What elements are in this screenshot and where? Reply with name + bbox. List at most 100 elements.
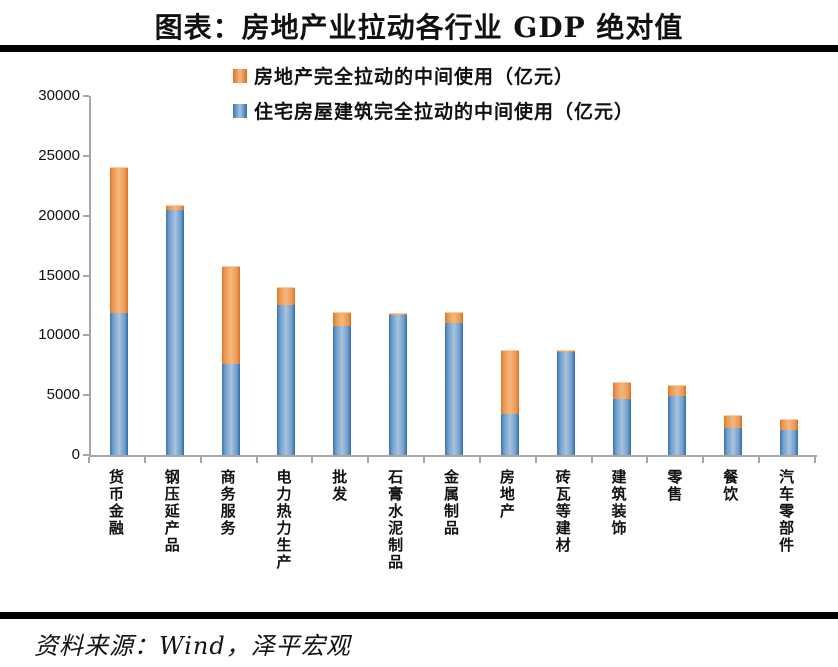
x-axis-category-label: 钢压延产品 bbox=[162, 469, 181, 554]
bar-group-9 bbox=[538, 96, 594, 455]
y-axis-tick-mark bbox=[83, 214, 89, 217]
x-axis-tick-mark bbox=[88, 457, 90, 463]
x-axis-category-label: 餐饮 bbox=[721, 469, 740, 503]
x-axis-category-label: 建筑装饰 bbox=[609, 469, 628, 537]
stacked-bar bbox=[612, 96, 631, 455]
residential-construction-segment bbox=[277, 305, 296, 455]
bar-group-1 bbox=[91, 96, 147, 455]
x-axis-tick-mark bbox=[702, 457, 705, 463]
stacked-bar bbox=[389, 96, 408, 455]
legend-item-residential-construction: 住宅房屋建筑完全拉动的中间使用（亿元） bbox=[233, 97, 634, 124]
stacked-bar bbox=[724, 96, 743, 455]
stacked-bar bbox=[780, 96, 799, 455]
y-axis-tick-label: 25000 bbox=[38, 146, 80, 164]
y-axis-tick-label: 5000 bbox=[46, 386, 80, 404]
y-axis-tick-label: 20000 bbox=[38, 206, 80, 224]
residential-construction-segment bbox=[109, 312, 128, 455]
y-axis-tick-label: 15000 bbox=[38, 266, 80, 284]
real-estate-segment bbox=[500, 349, 519, 415]
x-axis-tick-mark bbox=[478, 457, 481, 463]
x-axis-tick-mark bbox=[143, 457, 146, 463]
stacked-bar bbox=[444, 96, 463, 455]
stacked-bar bbox=[277, 96, 296, 455]
x-axis-category-label: 金属制品 bbox=[442, 469, 460, 537]
real-estate-segment bbox=[165, 205, 184, 210]
residential-construction-segment bbox=[389, 315, 408, 455]
y-axis-tick-label: 10000 bbox=[38, 326, 80, 344]
y-axis-tick-label: 30000 bbox=[38, 87, 80, 104]
bar-group-3 bbox=[203, 96, 259, 455]
x-axis-category-label: 石膏水泥制品 bbox=[386, 469, 405, 571]
x-axis-tick-mark bbox=[534, 457, 537, 463]
legend-label: 房地产完全拉动的中间使用（亿元） bbox=[254, 66, 575, 88]
x-axis-category-label: 汽车零部件 bbox=[777, 469, 796, 554]
real-estate-segment bbox=[668, 384, 687, 397]
y-axis-tick-label: 0 bbox=[71, 446, 80, 463]
orange-series-swatch-icon bbox=[233, 68, 247, 83]
y-axis-tick-mark bbox=[83, 154, 89, 157]
x-axis-category-label: 商务服务 bbox=[218, 469, 237, 537]
stacked-bar bbox=[165, 96, 184, 455]
stacked-bar bbox=[221, 96, 240, 455]
x-axis-category-label: 批发 bbox=[330, 469, 349, 503]
residential-construction-segment bbox=[724, 427, 743, 455]
bar-group-13 bbox=[761, 96, 817, 455]
real-estate-segment bbox=[333, 311, 352, 326]
y-axis-tick-mark bbox=[83, 454, 89, 456]
residential-construction-segment bbox=[612, 398, 631, 455]
real-estate-segment bbox=[556, 349, 575, 353]
y-axis-tick-mark bbox=[83, 95, 89, 97]
chart-legend: 房地产完全拉动的中间使用（亿元） 住宅房屋建筑完全拉动的中间使用（亿元） bbox=[233, 62, 634, 124]
x-axis-tick-mark bbox=[590, 457, 593, 463]
bar-group-5 bbox=[314, 96, 370, 455]
residential-construction-segment bbox=[668, 396, 687, 455]
x-axis-category-label: 房地产 bbox=[497, 469, 516, 520]
residential-construction-segment bbox=[500, 414, 519, 455]
y-axis-tick-mark bbox=[83, 274, 89, 277]
real-estate-segment bbox=[277, 286, 296, 306]
y-axis-tick-mark bbox=[83, 334, 89, 337]
stacked-bar bbox=[333, 96, 352, 455]
real-estate-segment bbox=[221, 266, 240, 365]
stacked-bar bbox=[109, 96, 128, 455]
plot-area bbox=[89, 96, 817, 457]
stacked-bar bbox=[668, 96, 687, 455]
real-estate-segment bbox=[724, 414, 743, 428]
real-estate-segment bbox=[780, 419, 799, 430]
residential-construction-segment bbox=[556, 352, 575, 455]
bar-group-2 bbox=[147, 96, 203, 455]
bar-group-6 bbox=[370, 96, 426, 455]
residential-construction-segment bbox=[165, 209, 184, 455]
residential-construction-segment bbox=[444, 323, 463, 455]
residential-construction-segment bbox=[221, 364, 240, 455]
x-axis-tick-mark bbox=[367, 457, 370, 463]
stacked-bar bbox=[556, 96, 575, 455]
real-estate-segment bbox=[109, 166, 128, 313]
residential-construction-segment bbox=[333, 325, 352, 455]
source-note: 资料来源：Wind，泽平宏观 bbox=[34, 632, 351, 660]
bar-group-7 bbox=[426, 96, 482, 455]
x-axis-tick-mark bbox=[199, 457, 202, 463]
bar-group-10 bbox=[594, 96, 650, 455]
x-axis-category-label: 砖瓦等建材 bbox=[553, 469, 572, 554]
y-axis-tick-mark bbox=[83, 394, 89, 397]
bar-group-12 bbox=[705, 96, 761, 455]
x-axis-category-label: 货币金融 bbox=[106, 469, 125, 537]
x-axis-category-label: 电力热力生产 bbox=[274, 469, 293, 571]
bar-group-8 bbox=[482, 96, 538, 455]
chart-title: 图表：房地产业拉动各行业 GDP 绝对值 bbox=[154, 11, 684, 44]
x-axis-tick-mark bbox=[814, 457, 816, 463]
legend-label: 住宅房屋建筑完全拉动的中间使用（亿元） bbox=[254, 101, 635, 123]
top-divider-rule bbox=[0, 45, 838, 52]
real-estate-segment bbox=[444, 311, 463, 324]
x-axis-tick-mark bbox=[758, 457, 761, 463]
residential-construction-segment bbox=[780, 429, 799, 455]
real-estate-segment bbox=[612, 382, 631, 399]
bar-group-4 bbox=[259, 96, 315, 455]
bottom-divider-rule bbox=[0, 612, 838, 619]
x-axis-tick-mark bbox=[255, 457, 258, 463]
legend-item-real-estate: 房地产完全拉动的中间使用（亿元） bbox=[233, 62, 634, 89]
x-axis-tick-mark bbox=[423, 457, 426, 463]
real-estate-segment bbox=[389, 312, 408, 315]
